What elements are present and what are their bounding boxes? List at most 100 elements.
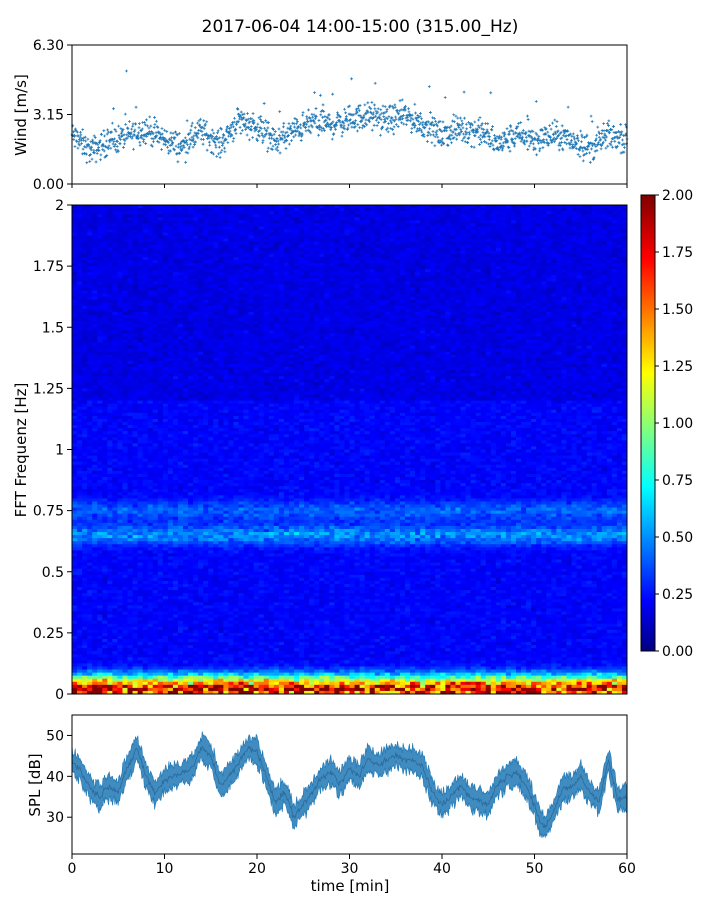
wind-point [538, 147, 542, 151]
spectrogram-cell [450, 223, 456, 227]
spectrogram-cell [147, 214, 154, 218]
spectrogram-cell [147, 275, 154, 279]
wind-point [121, 134, 125, 138]
spectrogram-cell [430, 244, 436, 249]
wind-point [285, 139, 289, 142]
spectrogram-cell [566, 220, 572, 224]
spectrogram-cell [485, 238, 492, 243]
spectrogram-cell [374, 260, 381, 264]
spectrogram-cell [394, 208, 401, 212]
spectrogram-cell [233, 220, 239, 224]
spectrogram-cell [278, 269, 285, 273]
spectrogram-cell [92, 205, 98, 209]
spectrogram-cell [142, 287, 149, 291]
wind-point [96, 143, 100, 147]
spectrogram-cell [606, 287, 613, 291]
spectrogram-cell [198, 266, 204, 270]
spectrogram-cell [324, 278, 330, 282]
spectrogram-cell [465, 296, 471, 301]
spectrogram-cell [213, 296, 219, 301]
wind-point [384, 128, 388, 132]
spectrogram-cell [77, 205, 83, 209]
spectrogram-cell [102, 217, 108, 221]
spectrogram-cell [405, 241, 411, 246]
spectrogram-cell [162, 290, 169, 295]
spectrogram-cell [500, 220, 507, 224]
spectrogram-cell [223, 278, 229, 282]
spectrogram-cell [591, 211, 598, 215]
spectrogram-cell [117, 211, 123, 215]
spectrogram-cell [394, 226, 401, 230]
spectrogram-cell [127, 238, 133, 243]
spectrogram-cell [480, 223, 487, 227]
spectrogram-cell [314, 220, 320, 224]
spectrogram-cell [379, 290, 386, 295]
wind-point [477, 118, 480, 122]
wind-point [521, 128, 525, 132]
spectrogram-cell [455, 217, 461, 221]
spectrogram-cell [243, 281, 249, 285]
spectrogram-cell [263, 208, 270, 212]
spectrogram-cell [551, 281, 557, 285]
spectrogram-cell [334, 223, 340, 227]
spectrogram-cell [177, 208, 184, 212]
spectrogram-cell [536, 278, 542, 282]
spectrogram-cell [77, 214, 83, 218]
spectrogram-cell [288, 220, 295, 224]
spectrogram-cell [536, 247, 542, 252]
spectrogram-cell [405, 229, 411, 233]
spectrogram-cell [188, 278, 194, 282]
spectrogram-cell [294, 247, 300, 252]
wind-point [490, 139, 494, 143]
spectrogram-cell [112, 250, 118, 255]
wind-point [231, 139, 235, 143]
spectrogram-cell [510, 226, 517, 230]
spectrogram-cell [616, 232, 623, 236]
spectrogram-cell [399, 214, 406, 218]
spectrogram-cell [505, 244, 512, 249]
spectrogram-cell [127, 244, 133, 249]
spectrogram-cell [384, 241, 391, 246]
spectrogram-cell [117, 293, 123, 298]
spectrogram-cell [122, 235, 128, 240]
spectrogram-cell [465, 284, 471, 288]
spectrogram-cell [329, 287, 335, 291]
spectrogram-cell [162, 287, 169, 291]
spectrogram-cell [223, 250, 229, 255]
spectrogram-cell [425, 263, 431, 267]
spectrogram-cell [485, 278, 492, 282]
spectrogram-cell [273, 269, 280, 273]
spectrogram-cell [304, 284, 310, 288]
spectrogram-cell [263, 278, 270, 282]
spectrogram-cell [359, 232, 366, 236]
spectrogram-cell [334, 296, 340, 301]
spectrogram-cell [147, 211, 154, 215]
spectrogram-cell [82, 253, 88, 258]
spectrogram-cell [97, 205, 103, 209]
wind-point [117, 124, 121, 128]
spectrogram-cell [374, 266, 381, 270]
spectrogram-cell [132, 287, 138, 291]
spectrogram-cell [485, 293, 492, 298]
wind-point [428, 127, 432, 131]
spectrogram-cell [415, 223, 421, 227]
spectrogram-cell [183, 217, 189, 221]
wind-point [588, 151, 592, 155]
spectrogram-cell [420, 272, 426, 276]
spectrogram-cell [349, 299, 355, 304]
spectrogram-cell [521, 244, 527, 249]
spectrogram-cell [425, 205, 431, 209]
spectrogram-cell [188, 275, 194, 279]
spectrogram-cell [294, 263, 300, 267]
spectrogram-cell [299, 263, 305, 267]
spectrogram-cell [172, 241, 179, 246]
spectrogram-cell [611, 284, 618, 288]
spectrogram-cell [531, 238, 537, 243]
spectrogram-cell [137, 269, 144, 273]
spectrogram-cell [430, 287, 436, 291]
spectrogram-cell [576, 238, 582, 243]
spectrogram-cell [288, 241, 295, 246]
spectrogram-cell [273, 229, 280, 233]
spectrogram-cell [500, 284, 507, 288]
wind-point [203, 122, 207, 126]
